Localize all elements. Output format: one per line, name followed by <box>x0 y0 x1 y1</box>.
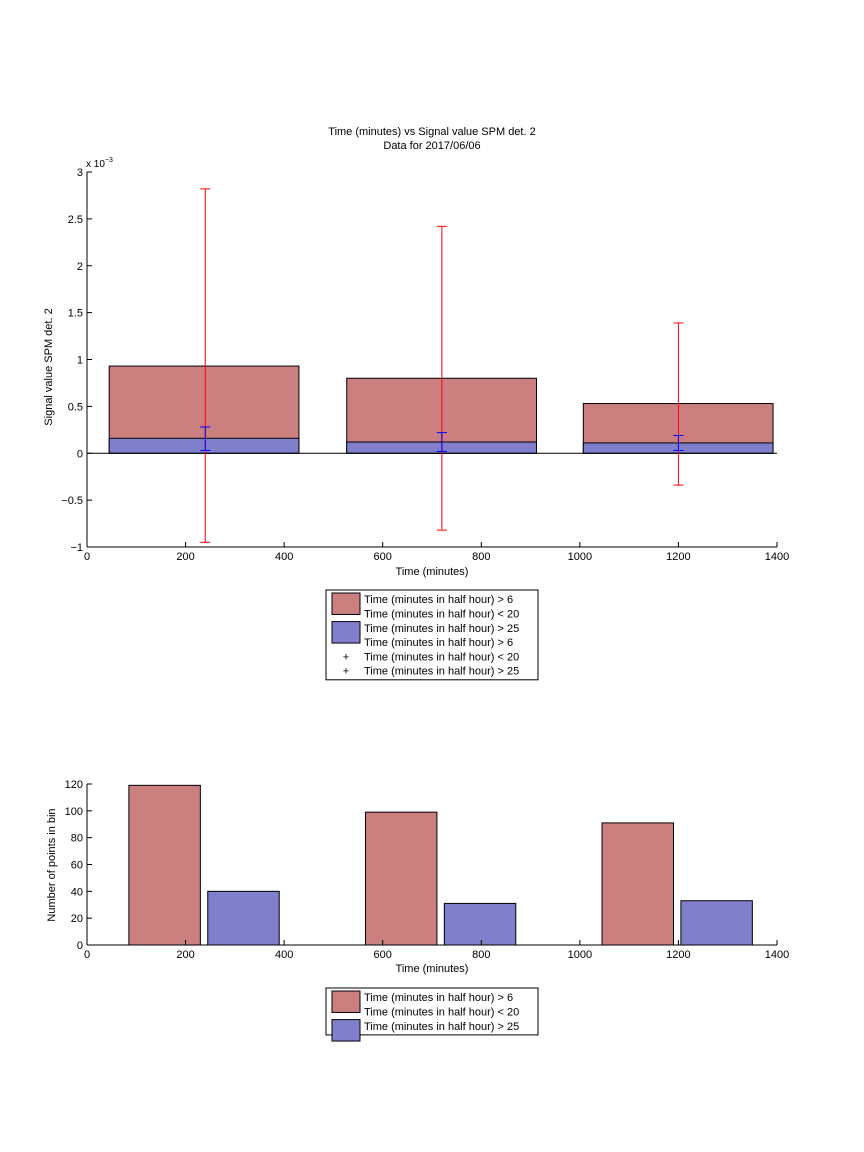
x-tick-label: 0 <box>84 949 90 961</box>
y-tick-label: 1.5 <box>68 308 83 320</box>
y-tick-label: −1 <box>70 542 83 554</box>
x-tick-label: 1200 <box>666 551 690 563</box>
x-tick-label: 400 <box>275 949 293 961</box>
x-axis-label: Time (minutes) <box>396 566 469 578</box>
x-axis-label: Time (minutes) <box>396 963 469 975</box>
y-axis-label: Signal value SPM det. 2 <box>43 308 55 425</box>
y-tick-label: 0 <box>77 448 83 460</box>
bars-group <box>108 365 774 454</box>
legend-entry-text: Time (minutes in half hour) > 6 <box>364 637 513 649</box>
bar-series-1 <box>108 437 300 454</box>
legend-entry-text: Time (minutes in half hour) > 6 <box>364 594 513 606</box>
y-tick-label: 0.5 <box>68 401 83 413</box>
legend: Time (minutes in half hour) > 6 Time (min… <box>325 987 539 1042</box>
y-exponent-base: x 10 <box>86 159 105 170</box>
x-tick-label: 1000 <box>568 551 592 563</box>
signal-chart: Time (minutes) vs Signal value SPM det. … <box>43 126 789 681</box>
y-tick-label: 80 <box>71 833 83 845</box>
legend-marker: + <box>343 666 349 678</box>
y-tick-label: 2 <box>77 261 83 273</box>
count-chart: 0 200 400 600 800 1000 1200 1400 0 20 40 60 80 100 120… <box>46 779 790 1042</box>
axes: 0 200 400 600 800 1000 1200 1400 0 20 40 60 80 100 120 <box>65 779 790 961</box>
x-tick-label: 800 <box>472 551 490 563</box>
bars-group <box>128 784 753 946</box>
x-tick-label: 1200 <box>666 949 690 961</box>
legend-swatch <box>331 592 361 615</box>
y-tick-label: 60 <box>71 860 83 872</box>
legend-entry-text: Time (minutes in half hour) < 20 <box>364 608 519 620</box>
legend-entry-text: Time (minutes in half hour) > 6 <box>364 992 513 1004</box>
legend-box <box>325 987 539 1036</box>
x-tick-label: 1400 <box>765 551 789 563</box>
y-tick-label: −0.5 <box>61 495 83 507</box>
count-bar <box>128 784 201 946</box>
count-bar <box>680 900 753 946</box>
x-tick-label: 600 <box>374 551 392 563</box>
y-exponent-power: −3 <box>105 157 113 164</box>
x-tick-label: 1000 <box>568 949 592 961</box>
x-tick-label: 400 <box>275 551 293 563</box>
legend-box <box>325 589 539 681</box>
x-tick-label: 600 <box>374 949 392 961</box>
count-bar <box>364 811 438 946</box>
x-tick-label: 800 <box>472 949 490 961</box>
chart-title: Time (minutes) vs Signal value SPM det. … <box>328 126 535 138</box>
y-exponent-label: x 10−3 <box>86 157 113 170</box>
y-tick-label: 120 <box>65 779 83 791</box>
y-tick-label: 100 <box>65 806 83 818</box>
axes: 0 200 400 600 800 1000 1200 1400 −1 −0.5 0 0.5 1 1.5 2… <box>61 167 789 563</box>
x-tick-label: 200 <box>176 551 194 563</box>
chart-subtitle: Data for 2017/06/06 <box>383 140 480 152</box>
x-tick-label: 0 <box>84 551 90 563</box>
y-tick-label: 40 <box>71 886 83 898</box>
legend-entry-text: Time (minutes in half hour) < 20 <box>364 1006 519 1018</box>
y-tick-label: 2.5 <box>68 214 83 226</box>
y-tick-label: 3 <box>77 167 83 179</box>
legend-swatch <box>331 990 361 1013</box>
count-bar <box>443 902 517 946</box>
y-axis-label: Number of points in bin <box>46 808 58 921</box>
legend-marker: + <box>343 651 349 663</box>
x-tick-label: 1400 <box>765 949 789 961</box>
error-bars-group <box>200 188 684 543</box>
legend-entry-text: Time (minutes in half hour) > 25 <box>364 623 519 635</box>
legend-entry-text: Time (minutes in half hour) < 20 <box>364 651 519 663</box>
count-bar <box>207 890 280 946</box>
legend-swatch <box>331 1019 361 1042</box>
legend-entry-text: Time (minutes in half hour) > 25 <box>364 666 519 678</box>
legend-swatch <box>331 621 361 644</box>
legend-entry-text: Time (minutes in half hour) > 25 <box>364 1021 519 1033</box>
x-tick-label: 200 <box>176 949 194 961</box>
y-tick-label: 0 <box>77 940 83 952</box>
y-tick-label: 20 <box>71 913 83 925</box>
count-bar <box>601 822 674 946</box>
legend: Time (minutes in half hour) > 6 Time (min… <box>325 589 539 681</box>
y-tick-label: 1 <box>77 355 83 367</box>
